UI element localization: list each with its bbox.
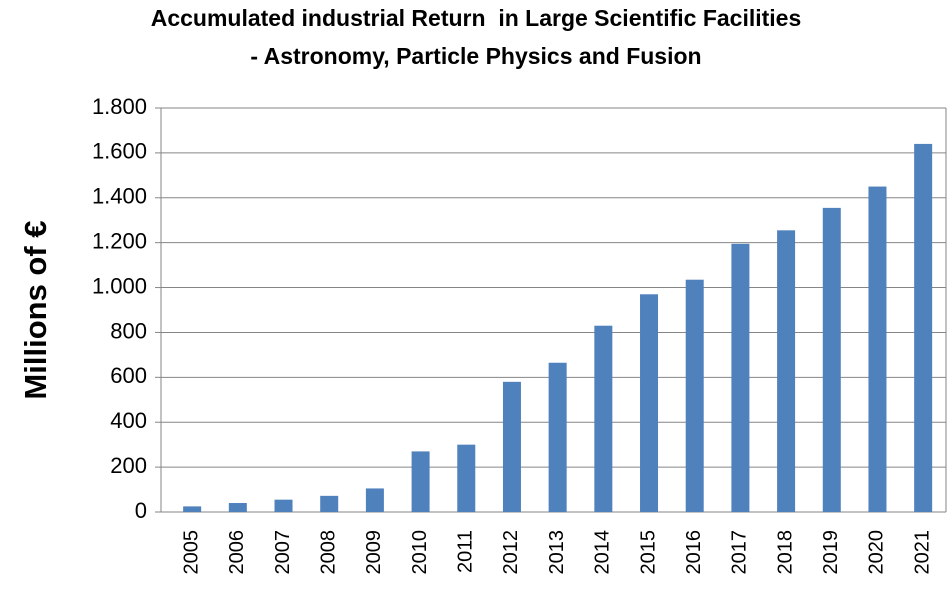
y-tick-label: 200 [110, 453, 147, 478]
x-tick-label: 2012 [500, 530, 522, 575]
bar [594, 325, 613, 512]
x-tick-label: 2008 [317, 530, 339, 575]
y-tick-label: 1.200 [92, 228, 147, 253]
y-tick-label: 1.400 [92, 184, 147, 209]
bar [548, 362, 567, 512]
bar [822, 207, 841, 512]
x-tick-label: 2017 [729, 530, 751, 575]
bar [502, 381, 521, 512]
x-tick-label: 2011 [455, 530, 477, 573]
x-tick-label: 2018 [774, 530, 796, 575]
bar [685, 279, 704, 512]
bar [868, 186, 887, 513]
y-tick-label: 1.000 [92, 273, 147, 298]
bar [411, 451, 430, 512]
x-tick-label: 2019 [820, 530, 842, 575]
chart-subtitle: - Astronomy, Particle Physics and Fusion [250, 43, 701, 69]
bar [731, 243, 750, 513]
bar [365, 488, 384, 512]
x-tick-label: 2007 [272, 530, 294, 575]
y-axis-label: Millions of € [18, 220, 53, 399]
y-tick-label: 800 [110, 318, 147, 343]
bar [183, 506, 202, 512]
bar [457, 444, 476, 512]
y-tick-label: 600 [110, 363, 147, 388]
x-tick-label: 2014 [592, 530, 614, 575]
x-tick-label: 2016 [683, 530, 705, 575]
bar [320, 495, 339, 512]
bar [228, 503, 247, 512]
bar [640, 294, 659, 512]
y-tick-label: 400 [110, 408, 147, 433]
x-tick-label: 2010 [409, 530, 431, 575]
y-tick-label: 1.800 [92, 94, 147, 119]
x-tick-label: 2006 [226, 530, 248, 575]
bar [274, 499, 293, 512]
bar [914, 143, 933, 512]
x-tick-label: 2021 [911, 530, 933, 575]
x-tick-label: 2009 [363, 530, 385, 575]
y-tick-label: 1.600 [92, 139, 147, 164]
x-tick-label: 2013 [546, 530, 568, 575]
x-tick-label: 2020 [866, 530, 888, 575]
y-tick-label: 0 [135, 498, 147, 523]
x-tick-label: 2005 [180, 530, 202, 575]
bar [777, 230, 796, 513]
chart-title: Accumulated industrial Return in Large S… [151, 5, 802, 31]
x-tick-label: 2015 [637, 530, 659, 575]
